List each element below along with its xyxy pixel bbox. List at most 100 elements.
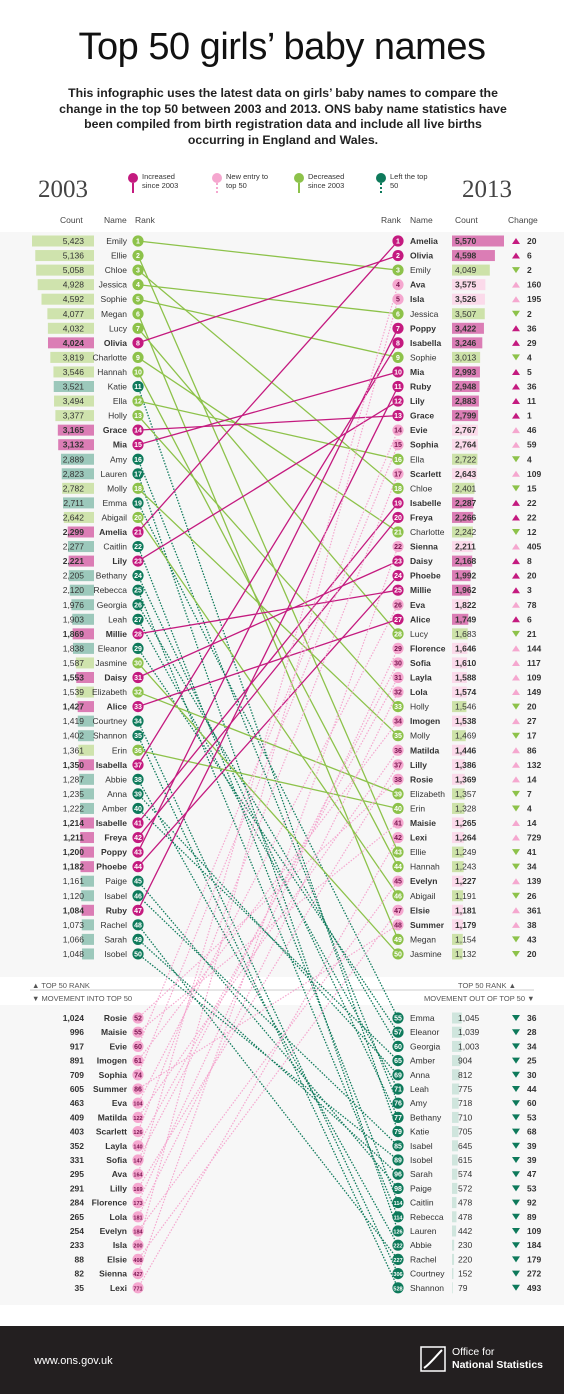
rank-out-label: 79	[394, 1129, 402, 1136]
connector-in-imogen	[137, 720, 399, 1061]
down-arrow-icon	[512, 1270, 520, 1277]
count-2003: 1,838	[63, 643, 85, 653]
footer-url[interactable]: www.ons.gov.uk	[34, 1355, 113, 1367]
rank-dot-into	[132, 1182, 144, 1194]
bar-2013-ella	[452, 453, 478, 465]
rank-dot-2013	[392, 613, 404, 625]
count-out: 574	[458, 1169, 472, 1179]
rank-2013-label: 37	[394, 762, 402, 769]
name-2013: Evie	[410, 425, 428, 435]
connector-daisy	[137, 560, 399, 679]
count-2013: 2,948	[455, 382, 477, 392]
rank-2003-label: 27	[134, 617, 142, 624]
name-out: Isabel	[410, 1141, 433, 1151]
rank-into-label: 169	[133, 1187, 142, 1193]
change-2013: 4	[527, 352, 532, 362]
count-2013: 5,570	[455, 236, 477, 246]
name-2013: Imogen	[410, 716, 440, 726]
rank-2003-label: 34	[134, 719, 142, 726]
ons-logo-icon	[420, 1346, 446, 1372]
count-2003: 4,024	[63, 338, 85, 348]
intro-text: This infographic uses the latest data on…	[58, 86, 508, 148]
bar-2003-eleanor	[72, 642, 94, 654]
count-2013: 1,546	[455, 702, 477, 712]
count-2013: 1,386	[455, 760, 477, 770]
bar-out-georgia	[452, 1040, 462, 1052]
rank-dot-2003	[132, 570, 144, 582]
name-2003: Phoebe	[96, 862, 127, 872]
bar-out-emma	[452, 1012, 462, 1024]
count-out: 1,045	[458, 1013, 480, 1023]
rank-out-label: 71	[394, 1087, 402, 1094]
change-2013: 4	[527, 454, 532, 464]
count-into: 254	[70, 1226, 84, 1236]
rank-dot-out	[392, 1154, 404, 1166]
bar-2013-summer	[452, 919, 464, 931]
rank-2003-label: 11	[134, 384, 142, 391]
top-rank-label-left: ▲ TOP 50 RANK	[32, 981, 90, 990]
rank-2003-label: 49	[134, 937, 142, 944]
rank-dot-2003	[132, 642, 144, 655]
rank-dot-2003	[132, 555, 144, 567]
rank-dot-into	[132, 1097, 144, 1109]
up-arrow-icon	[512, 412, 520, 419]
rank-dot-2003	[132, 817, 144, 829]
count-2003: 1,120	[63, 891, 85, 901]
rank-dot-2013	[392, 337, 404, 349]
count-2013: 1,265	[455, 818, 477, 828]
name-2013: Poppy	[410, 323, 436, 333]
rank-2003-label: 26	[134, 602, 142, 609]
rank-2013-label: 24	[394, 573, 402, 580]
rank-dot-into	[132, 1282, 144, 1294]
down-arrow-icon	[512, 1114, 520, 1121]
rank-dot-2013	[392, 482, 404, 494]
rank-dot-out	[392, 1126, 404, 1138]
connector-lines	[137, 240, 399, 1289]
rank-into-label: 140	[133, 1144, 142, 1150]
rank-2013-label: 1	[396, 239, 400, 246]
rank-2013-label: 11	[394, 384, 402, 391]
rank-2013-label: 6	[396, 311, 400, 318]
count-2013: 1,962	[455, 585, 477, 595]
name-2003: Freya	[104, 833, 127, 843]
name-2003: Molly	[107, 483, 128, 493]
count-2003: 5,423	[63, 236, 85, 246]
up-arrow-icon	[512, 558, 520, 565]
change-out: 25	[527, 1056, 537, 1066]
bar-out-amber	[452, 1055, 461, 1067]
count-2003: 2,642	[63, 512, 85, 522]
rank-dot-2013	[392, 701, 404, 713]
name-2003: Leah	[108, 614, 127, 624]
connector-in-elsie	[137, 909, 399, 1260]
name-out: Courtney	[410, 1269, 445, 1279]
up-arrow-icon	[512, 689, 520, 696]
header-name-left: Name	[104, 215, 127, 225]
rank-2003-label: 9	[136, 355, 140, 362]
name-2013: Ava	[410, 280, 426, 290]
rank-dot-2013	[392, 628, 404, 640]
rank-dot-out	[392, 1097, 404, 1109]
count-into: 403	[70, 1127, 84, 1137]
change-2013: 11	[527, 396, 536, 406]
name-2013: Freya	[410, 512, 433, 522]
rank-dot-2013	[392, 468, 404, 480]
rank-2003-label: 39	[134, 791, 142, 798]
bar-2003-isabelle	[80, 817, 94, 829]
change-2013: 21	[527, 629, 537, 639]
name-2013: Hannah	[410, 862, 440, 872]
rank-dot-2003	[132, 657, 144, 669]
name-into: Sienna	[99, 1269, 127, 1279]
count-out: 1,039	[458, 1027, 480, 1037]
name-out: Amy	[410, 1098, 428, 1108]
change-2013: 36	[527, 382, 537, 392]
change-2013: 405	[527, 542, 541, 552]
bar-2013-sophia	[452, 439, 478, 451]
connector-sophie	[137, 298, 399, 359]
rank-2013-label: 18	[394, 486, 402, 493]
rank-dot-2003	[132, 730, 144, 742]
change-2013: 34	[527, 862, 537, 872]
rank-2013-label: 32	[394, 690, 402, 697]
name-2003: Poppy	[101, 847, 127, 857]
bar-out-caitlin	[452, 1197, 457, 1209]
rank-2003-label: 2	[136, 253, 140, 260]
